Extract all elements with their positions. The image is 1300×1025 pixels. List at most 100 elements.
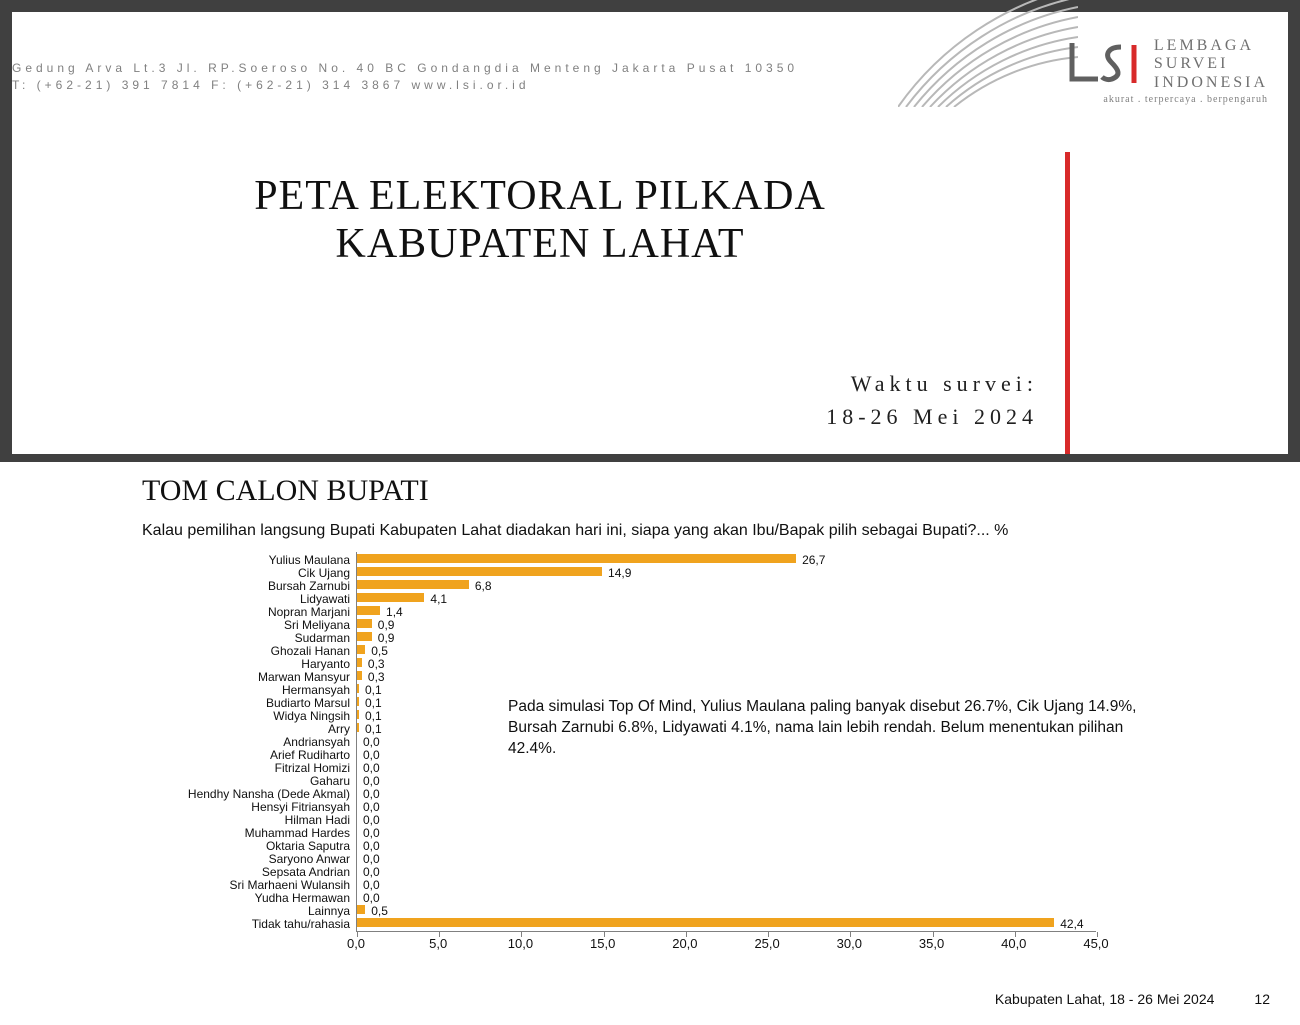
bar <box>357 619 372 628</box>
y-axis-label: Muhammad Hardes <box>245 827 350 839</box>
y-axis-label: Sri Marhaeni Wulansih <box>230 879 351 891</box>
y-axis-label: Hilman Hadi <box>285 814 350 826</box>
y-axis-label: Widya Ningsih <box>273 710 350 722</box>
bar-value-label: 0,0 <box>363 788 380 800</box>
title-line1: PETA ELEKTORAL PILKADA <box>12 172 1068 220</box>
bar-value-label: 1,4 <box>386 606 403 618</box>
logo-text-line1: LEMBAGA <box>1154 37 1268 55</box>
x-tick-label: 5,0 <box>429 936 447 951</box>
y-axis-label: Cik Ujang <box>298 567 350 579</box>
page-number: 12 <box>1254 991 1270 1007</box>
y-axis-label: Hensyi Fitriansyah <box>251 801 350 813</box>
y-axis-label: Oktaria Saputra <box>266 840 350 852</box>
y-axis-label: Sudarman <box>295 632 350 644</box>
bar-value-label: 0,5 <box>371 905 388 917</box>
y-axis-label: Hendhy Nansha (Dede Akmal) <box>188 788 350 800</box>
bar-value-label: 0,0 <box>363 879 380 891</box>
bar <box>357 645 365 654</box>
y-axis-label: Yulius Maulana <box>269 554 350 566</box>
bar-value-label: 0,0 <box>363 827 380 839</box>
x-tick-label: 0,0 <box>347 936 365 951</box>
bar <box>357 606 380 615</box>
section-title: TOM CALON BUPATI <box>142 474 1300 508</box>
bar-value-label: 0,1 <box>365 723 382 735</box>
y-axis-label: Bursah Zarnubi <box>268 580 350 592</box>
bar <box>357 593 424 602</box>
y-axis-label: Budiarto Marsul <box>266 697 350 709</box>
x-tick-label: 20,0 <box>672 936 697 951</box>
survey-time-value: 18-26 Mei 2024 <box>826 400 1038 433</box>
y-axis-label: Tidak tahu/rahasia <box>252 918 350 930</box>
bar-value-label: 42,4 <box>1060 918 1083 930</box>
bar-value-label: 0,9 <box>378 632 395 644</box>
bar-value-label: 0,3 <box>368 671 385 683</box>
bar <box>357 710 359 719</box>
bar-value-label: 6,8 <box>475 580 492 592</box>
x-tick-label: 35,0 <box>919 936 944 951</box>
bar <box>357 671 362 680</box>
bar-value-label: 0,0 <box>363 892 380 904</box>
bar <box>357 905 365 914</box>
y-axis-label: Arry <box>328 723 350 735</box>
y-axis-label: Nopran Marjani <box>268 606 350 618</box>
bar-value-label: 4,1 <box>430 593 447 605</box>
bar-value-label: 0,0 <box>363 814 380 826</box>
y-axis-label: Gaharu <box>310 775 350 787</box>
bar-value-label: 0,0 <box>363 762 380 774</box>
y-axis-label: Lainnya <box>308 905 350 917</box>
title-slide: Gedung Arva Lt.3 Jl. RP.Soeroso No. 40 B… <box>0 0 1300 462</box>
x-tick-label: 10,0 <box>508 936 533 951</box>
bar <box>357 723 359 732</box>
y-axis-label: Fitrizal Homizi <box>275 762 350 774</box>
bar <box>357 658 362 667</box>
x-tick-label: 15,0 <box>590 936 615 951</box>
bar-value-label: 0,1 <box>365 697 382 709</box>
bar <box>357 918 1054 927</box>
y-axis-label: Saryono Anwar <box>269 853 350 865</box>
y-axis-label: Lidyawati <box>300 593 350 605</box>
y-axis-label: Marwan Mansyur <box>258 671 350 683</box>
footer-text: Kabupaten Lahat, 18 - 26 Mei 2024 <box>995 991 1215 1007</box>
bar-value-label: 0,1 <box>365 684 382 696</box>
question-text: Kalau pemilihan langsung Bupati Kabupate… <box>142 522 1300 540</box>
x-tick-label: 30,0 <box>837 936 862 951</box>
x-tick-label: 45,0 <box>1083 936 1108 951</box>
bar-value-label: 0,0 <box>363 853 380 865</box>
logo-area: LEMBAGA SURVEI INDONESIA <box>1066 37 1268 92</box>
bar-value-label: 14,9 <box>608 567 631 579</box>
y-axis-label: Yudha Hermawan <box>255 892 350 904</box>
y-axis-label: Arief Rudiharto <box>270 749 350 761</box>
y-axis-label: Sepsata Andrian <box>262 866 350 878</box>
lsi-logo-icon <box>1066 37 1146 92</box>
y-axis-label: Sri Meliyana <box>284 619 350 631</box>
bar <box>357 580 469 589</box>
footer: Kabupaten Lahat, 18 - 26 Mei 2024 12 <box>995 991 1270 1007</box>
title-line2: KABUPATEN LAHAT <box>12 220 1068 268</box>
bar-value-label: 0,9 <box>378 619 395 631</box>
bar-value-label: 0,5 <box>371 645 388 657</box>
y-axis-label: Hermansyah <box>282 684 350 696</box>
x-tick-label: 40,0 <box>1001 936 1026 951</box>
bar-value-label: 26,7 <box>802 554 825 566</box>
logo-text: LEMBAGA SURVEI INDONESIA <box>1154 37 1268 92</box>
bar-value-label: 0,1 <box>365 710 382 722</box>
survey-time: Waktu survei: 18-26 Mei 2024 <box>826 367 1038 433</box>
bar-value-label: 0,3 <box>368 658 385 670</box>
summary-text: Pada simulasi Top Of Mind, Yulius Maulan… <box>508 697 1148 760</box>
y-axis-label: Haryanto <box>301 658 350 670</box>
logo-text-line2: SURVEI <box>1154 55 1268 73</box>
bar <box>357 684 359 693</box>
y-axis: Yulius MaulanaCik UjangBursah ZarnubiLid… <box>142 552 354 932</box>
y-axis-label: Andriansyah <box>283 736 350 748</box>
bar <box>357 632 372 641</box>
decorative-arcs <box>898 0 1078 107</box>
bar-value-label: 0,0 <box>363 801 380 813</box>
main-title: PETA ELEKTORAL PILKADA KABUPATEN LAHAT <box>12 172 1068 268</box>
logo-text-line3: INDONESIA <box>1154 74 1268 92</box>
bar <box>357 554 796 563</box>
bar-value-label: 0,0 <box>363 749 380 761</box>
bar <box>357 567 602 576</box>
logo-tagline: akurat . terpercaya . berpengaruh <box>1103 94 1268 105</box>
y-axis-label: Ghozali Hanan <box>271 645 350 657</box>
bar <box>357 697 359 706</box>
